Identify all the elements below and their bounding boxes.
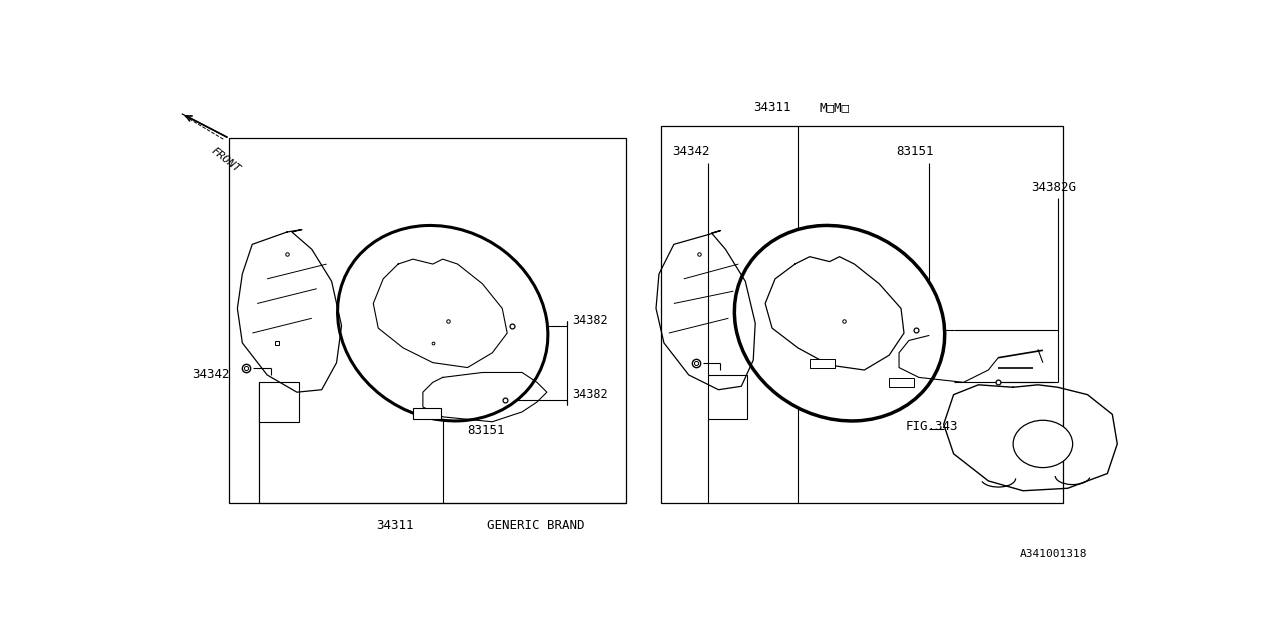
- Text: 83151: 83151: [896, 145, 933, 158]
- Bar: [229, 138, 626, 503]
- Bar: [259, 382, 300, 422]
- Text: 83151: 83151: [467, 424, 506, 437]
- Ellipse shape: [1014, 420, 1073, 468]
- Text: 34311: 34311: [376, 519, 413, 532]
- Text: GENERIC BRAND: GENERIC BRAND: [488, 519, 585, 532]
- Text: 34311: 34311: [753, 101, 791, 114]
- Text: 34342: 34342: [192, 369, 229, 381]
- Bar: [413, 408, 440, 419]
- Text: 34382G: 34382G: [1030, 181, 1076, 194]
- Text: FIG.343: FIG.343: [906, 420, 959, 433]
- Text: M□M□: M□M□: [819, 101, 850, 114]
- Ellipse shape: [735, 225, 945, 421]
- Bar: [810, 358, 835, 367]
- Text: 34342: 34342: [672, 145, 709, 158]
- Text: 34382: 34382: [572, 314, 607, 327]
- Text: FRONT: FRONT: [210, 146, 242, 175]
- Bar: [890, 378, 914, 387]
- Text: 34382: 34382: [572, 388, 607, 401]
- Text: A341001318: A341001318: [1020, 549, 1088, 559]
- Bar: [660, 126, 1062, 503]
- Ellipse shape: [338, 225, 548, 421]
- Bar: [708, 375, 748, 419]
